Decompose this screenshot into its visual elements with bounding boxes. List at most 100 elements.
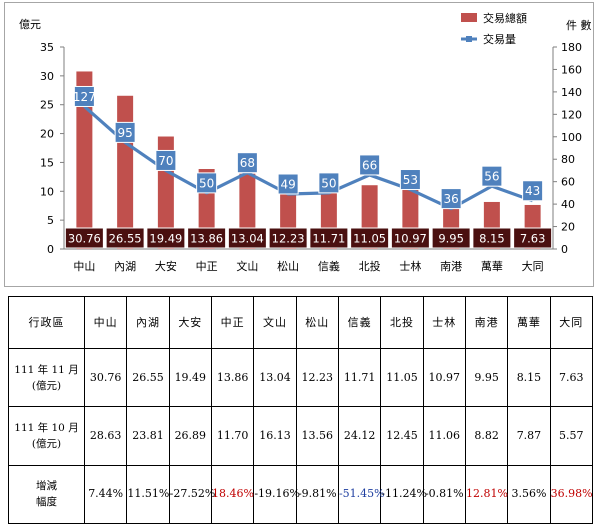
bar-data-label: 11.05 [353, 232, 386, 246]
right-tick-label: 20 [561, 221, 575, 234]
bar-data-label: 9.95 [438, 232, 464, 246]
header-cell: 松山 [295, 295, 339, 350]
table-cell: 23.81 [126, 406, 170, 466]
bar-data-label-box [105, 227, 145, 249]
line-data-label-box [318, 172, 340, 194]
header-cell: 內湖 [126, 295, 170, 350]
line-data-label: 95 [117, 126, 132, 140]
line-data-label-box [522, 180, 544, 202]
row-label-cell: 111 年 10 月 (億元) [8, 406, 85, 466]
table-cell: -27.52% [168, 464, 215, 525]
left-tick-label: 30 [40, 70, 54, 83]
table-cell: 7.87 [507, 406, 551, 466]
row-label-line2: 幅度 [36, 496, 57, 509]
left-axis-title: 億元 [19, 18, 41, 31]
line-data-label: 36 [443, 192, 458, 206]
table-cell: 12.23 [295, 348, 339, 408]
table-cell: 13.56 [295, 406, 339, 466]
table-cell: 18.46% [210, 464, 255, 525]
header-cell: 大同 [549, 295, 593, 350]
line-data-label: 70 [158, 154, 173, 168]
line-data-label: 127 [73, 90, 96, 104]
header-cell-district: 行政區 [8, 295, 85, 350]
bar-data-label-box [227, 227, 267, 249]
category-label: 信義 [318, 259, 340, 273]
table-cell: 24.12 [337, 406, 382, 466]
line-data-label-box [73, 85, 95, 107]
bar-data-label: 26.55 [109, 232, 142, 246]
table-cell: 30.76 [83, 348, 128, 408]
category-label: 文山 [236, 259, 258, 273]
bar-data-label: 30.76 [68, 232, 101, 246]
category-label: 士林 [399, 259, 421, 273]
table-cell: -9.81% [295, 464, 339, 525]
header-cell: 士林 [422, 295, 466, 350]
left-tick-label: 0 [47, 243, 54, 256]
line-data-label-box [196, 172, 218, 194]
right-tick-label: 100 [561, 131, 582, 144]
bar-data-label: 12.23 [272, 232, 305, 246]
category-label: 內湖 [114, 260, 136, 273]
header-cell: 大安 [168, 295, 212, 350]
right-tick-label: 0 [561, 243, 568, 256]
legend-swatch-bar [461, 13, 477, 22]
bar-data-label: 11.71 [312, 232, 345, 246]
table-cell: -0.81% [422, 464, 466, 525]
category-label: 中山 [73, 260, 95, 273]
table-cell: 5.57 [549, 406, 593, 466]
row-label-cell: 增減 幅度 [8, 464, 85, 525]
table-cell: 8.15 [507, 348, 551, 408]
right-tick-label: 80 [561, 153, 575, 166]
category-label: 大安 [155, 259, 177, 273]
bar-data-label-box [187, 227, 227, 249]
district-data-table: 行政區 中山 內湖 大安 中正 文山 松山 信義 北投 士林 南港 萬華 大同 111 年 11 月 (億元… [8, 295, 593, 525]
transaction-volume-line [83, 105, 534, 211]
left-tick-label: 35 [40, 41, 54, 54]
row-label-line2: (億元) [31, 438, 62, 451]
right-tick-label: 40 [561, 198, 575, 211]
left-tick-label: 5 [47, 214, 54, 227]
line-data-label-box [399, 169, 421, 191]
table-cell: 28.63 [83, 406, 128, 466]
left-tick-label: 15 [40, 156, 54, 169]
table-cell: 11.51% [126, 464, 170, 525]
table-cell: 12.45 [380, 406, 424, 466]
header-cell: 中正 [210, 295, 255, 350]
bar-data-label-box [64, 227, 104, 249]
bar-data-label-box [513, 227, 553, 249]
table-cell: 11.06 [422, 406, 466, 466]
right-tick-label: 60 [561, 176, 575, 189]
line-data-label-box [440, 188, 462, 210]
header-cell: 信義 [337, 295, 382, 350]
row-label-cell: 111 年 11 月 (億元) [8, 348, 85, 408]
bar-data-label: 8.15 [479, 232, 505, 246]
table-cell: -19.16% [253, 464, 300, 525]
table-cell: 26.55 [126, 348, 170, 408]
table-cell: 11.71 [337, 348, 382, 408]
table-row: 增減 幅度 7.44% 11.51% -27.52% 18.46% -19.16% -9.81… [8, 464, 593, 525]
line-data-label: 53 [403, 173, 418, 187]
bar-data-label-box [390, 227, 430, 249]
line-data-label-box [114, 121, 136, 143]
bar-data-label-box [309, 227, 349, 249]
table-cell: 9.95 [464, 348, 509, 408]
right-axis-title: 件 數 [566, 19, 592, 32]
bar-data-label-box [431, 227, 471, 249]
bar-data-label: 19.49 [149, 232, 182, 246]
line-data-label: 50 [321, 176, 336, 190]
bar-data-label-box [472, 227, 512, 249]
header-cell: 文山 [253, 295, 297, 350]
line-data-label: 43 [525, 184, 540, 198]
table-cell: 10.97 [422, 348, 466, 408]
combo-chart: 0 5 10 15 20 25 30 35 0 20 40 60 80 100 120 140 160 180 億元… [19, 11, 592, 273]
row-label-line1: 111 年 10 月 [14, 422, 79, 435]
header-cell: 北投 [380, 295, 424, 350]
table-cell: -11.24% [380, 464, 427, 525]
bar-data-label-box [268, 227, 308, 249]
line-data-label: 50 [199, 176, 214, 190]
category-label: 南港 [440, 260, 462, 273]
table-cell: 13.86 [210, 348, 255, 408]
line-data-label-box [155, 149, 177, 171]
bar-data-label: 13.04 [231, 232, 264, 246]
category-label: 北投 [359, 259, 381, 273]
